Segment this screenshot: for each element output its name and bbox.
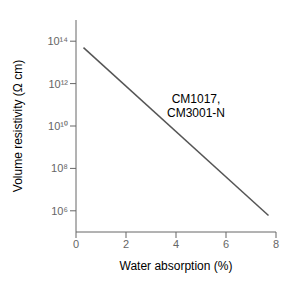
svg-text:2: 2 xyxy=(123,238,129,250)
svg-text:CM1017,: CM1017, xyxy=(172,92,221,106)
svg-text:10¹²: 10¹² xyxy=(48,78,68,90)
svg-text:10⁸: 10⁸ xyxy=(51,162,68,174)
svg-text:6: 6 xyxy=(223,238,229,250)
svg-text:Water absorption (%): Water absorption (%) xyxy=(120,259,233,273)
svg-text:0: 0 xyxy=(73,238,79,250)
svg-text:4: 4 xyxy=(173,238,179,250)
svg-text:Volume resistivity (Ω cm): Volume resistivity (Ω cm) xyxy=(11,60,25,192)
svg-text:10¹⁰: 10¹⁰ xyxy=(48,120,68,132)
svg-text:8: 8 xyxy=(273,238,279,250)
svg-text:10⁶: 10⁶ xyxy=(51,205,68,217)
svg-text:10¹⁴: 10¹⁴ xyxy=(47,35,68,47)
svg-text:CM3001-N: CM3001-N xyxy=(167,106,225,120)
